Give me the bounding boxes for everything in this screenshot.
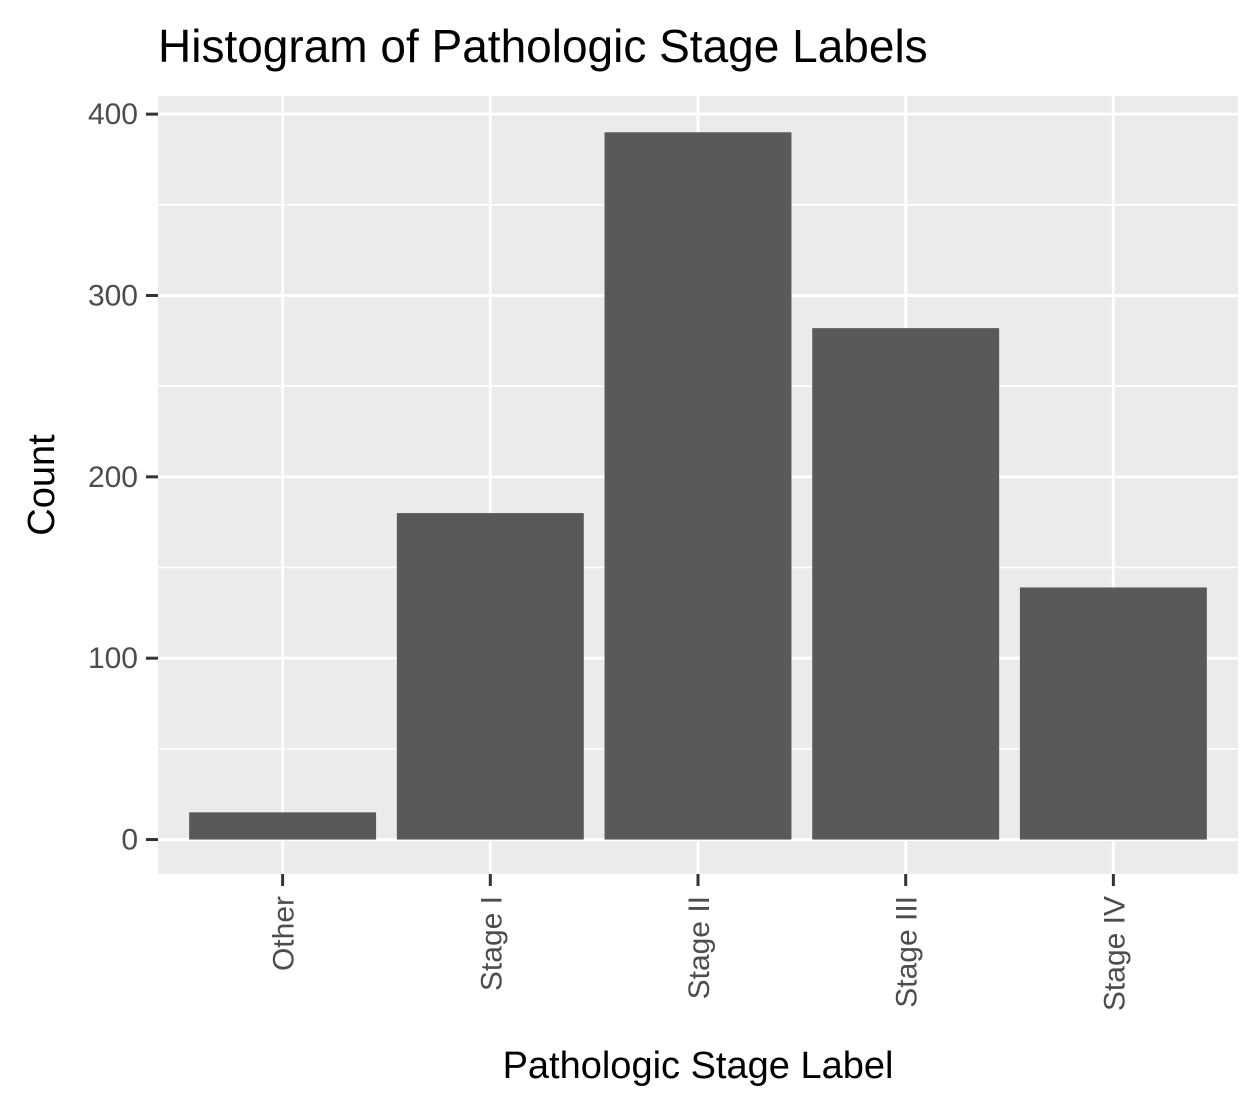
x-tick-label: Stage II <box>683 896 716 999</box>
y-tick-label: 100 <box>88 642 138 675</box>
x-axis-title: Pathologic Stage Label <box>503 1045 894 1087</box>
bar-other <box>189 812 377 840</box>
bar-stage-ii <box>604 132 792 840</box>
y-axis-title: Count <box>21 434 63 536</box>
y-axis: 0 100 200 300 400 <box>88 98 158 857</box>
x-tick-label: Stage I <box>475 896 508 991</box>
x-tick-label: Stage III <box>891 896 924 1008</box>
y-tick-label: 300 <box>88 279 138 312</box>
bar-stage-iii <box>812 328 1000 840</box>
y-tick-label: 400 <box>88 98 138 131</box>
bars <box>189 132 1207 840</box>
bar-stage-iv <box>1019 587 1207 840</box>
y-tick-label: 0 <box>121 824 138 857</box>
chart-title: Histogram of Pathologic Stage Labels <box>158 20 928 72</box>
x-tick-label: Other <box>268 896 301 971</box>
bar-stage-i <box>396 513 584 840</box>
x-axis: Other Stage I Stage II Stage III Stage IV <box>268 874 1131 1011</box>
x-tick-label: Stage IV <box>1098 896 1131 1011</box>
y-tick-label: 200 <box>88 461 138 494</box>
